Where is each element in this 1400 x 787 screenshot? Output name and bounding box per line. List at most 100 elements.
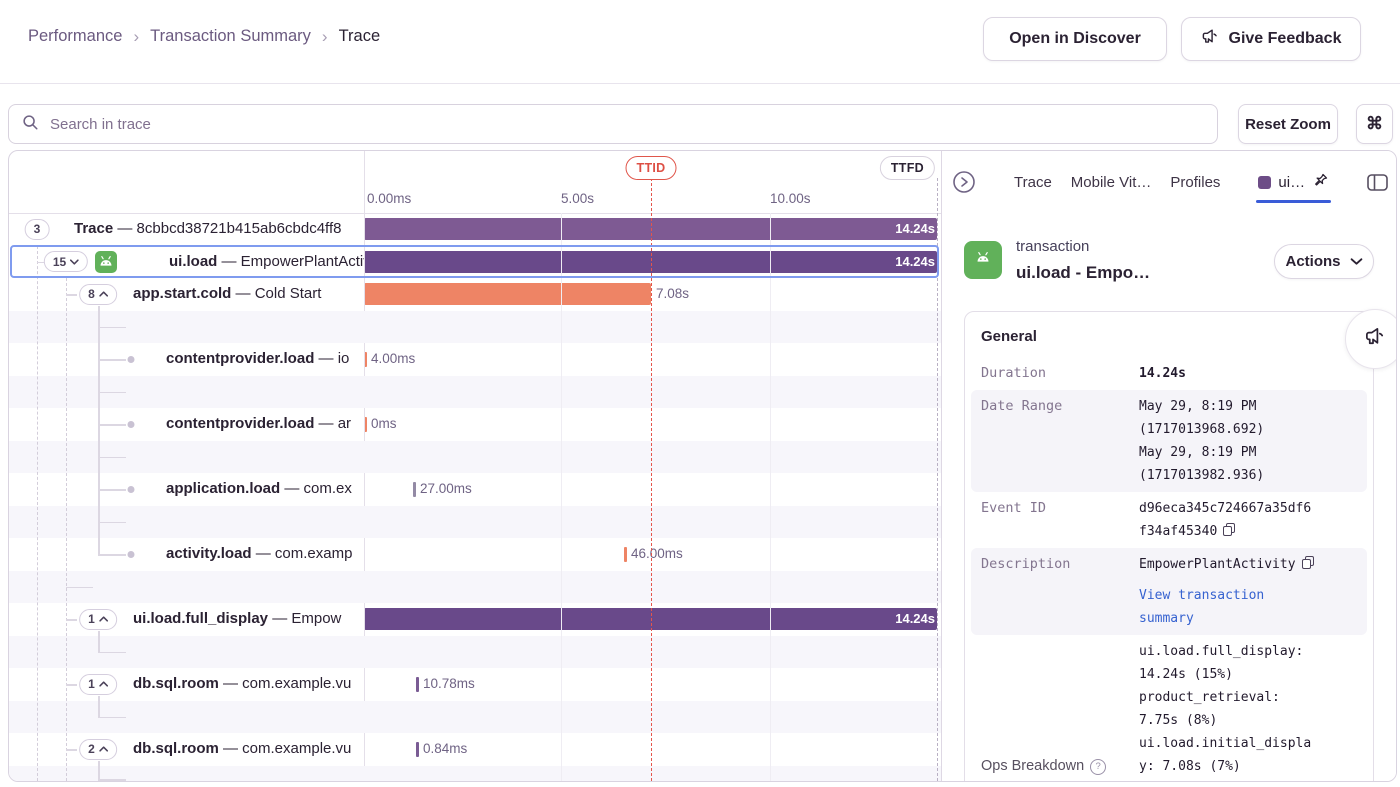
- detail-value: 14.24s: [1139, 366, 1186, 381]
- span-row-application.load[interactable]: application.load — com.ex 27.00ms: [9, 473, 941, 506]
- panel-tab-bar: Trace Mobile Vit… Profiles ui…: [952, 151, 1392, 213]
- span-name-cell: 3 Trace — 8cbbcd38721b415ab6cbdc4ff8: [9, 213, 364, 246]
- megaphone-icon: [1364, 325, 1387, 353]
- axis-tick-label: 10.00s: [770, 191, 811, 206]
- timeline-gridline: [770, 213, 771, 781]
- detail-row-event-id: Event ID d96eca345c724667a35df6 f34af45340: [971, 492, 1367, 548]
- timeline-gridline: [561, 213, 562, 781]
- span-tick: [416, 677, 419, 692]
- span-row-contentprovider.load[interactable]: contentprovider.load — ar 0ms: [9, 408, 941, 441]
- tree-guide-line: [66, 278, 67, 781]
- row-stripe: [9, 765, 941, 781]
- shortcut-command-button[interactable]: ⌘: [1356, 104, 1393, 144]
- tab-trace[interactable]: Trace: [1014, 173, 1052, 191]
- span-children-count-badge[interactable]: 8: [79, 283, 117, 305]
- span-name-cell: application.load — com.ex: [9, 473, 364, 506]
- detail-label: Date Range: [981, 398, 1063, 414]
- transaction-color-swatch: [1258, 175, 1272, 189]
- breadcrumb-performance[interactable]: Performance: [28, 27, 123, 45]
- breadcrumb-separator-icon: ›: [321, 27, 328, 46]
- span-label: contentprovider.load — ar: [166, 415, 352, 432]
- give-feedback-button[interactable]: Give Feedback: [1181, 17, 1361, 61]
- span-label: app.start.cold — Cold Start: [133, 285, 322, 302]
- help-icon[interactable]: [1090, 758, 1107, 775]
- span-name-cell: 1 ui.load.full_display — Empow: [9, 603, 364, 636]
- layout-left-icon[interactable]: [1367, 173, 1388, 191]
- ttid-marker-badge[interactable]: TTID: [625, 156, 677, 180]
- megaphone-icon: [1201, 27, 1220, 51]
- tree-connector: [66, 619, 77, 621]
- span-bar: [364, 250, 937, 273]
- tree-connector: [66, 586, 93, 589]
- transaction-title: ui.load - Empo…: [1016, 263, 1151, 282]
- tree-connector: [98, 391, 126, 394]
- span-children-count-badge[interactable]: 1: [79, 673, 117, 695]
- tree-connector: [98, 489, 126, 491]
- tab-mobile-vitals[interactable]: Mobile Vit…: [1070, 173, 1152, 191]
- span-duration-label: 4.00ms: [371, 351, 416, 366]
- row-stripe: [9, 440, 941, 473]
- tree-connector: [98, 651, 126, 654]
- span-label: ui.load — EmpowerPlantActivity: [169, 252, 364, 270]
- tab-ui-load-active[interactable]: ui…: [1256, 172, 1331, 203]
- general-card: General Duration 14.24s Date Range May 29, …: [964, 311, 1374, 781]
- span-details-panel: Trace Mobile Vit… Profiles ui… transacti…: [941, 151, 1396, 781]
- breadcrumb-transaction-summary[interactable]: Transaction Summary: [150, 27, 311, 45]
- span-row-Trace[interactable]: 3 Trace — 8cbbcd38721b415ab6cbdc4ff8 14.24…: [9, 213, 941, 246]
- row-stripe: [9, 700, 941, 733]
- span-duration-label: 14.24s: [895, 611, 935, 626]
- span-children-count-badge[interactable]: 3: [24, 218, 50, 240]
- tree-connector: [98, 554, 126, 556]
- row-stripe: [9, 505, 941, 538]
- span-tick: [364, 352, 367, 367]
- ttfd-marker-badge[interactable]: TTFD: [879, 156, 935, 180]
- span-row-contentprovider.load[interactable]: contentprovider.load — io 4.00ms: [9, 343, 941, 376]
- detail-value: EmpowerPlantActivity View transaction summ…: [1139, 553, 1357, 630]
- span-row-db.sql.room[interactable]: 1 db.sql.room — com.example.vu 10.78ms: [9, 668, 941, 701]
- span-label: application.load — com.ex: [166, 480, 352, 497]
- reset-zoom-button[interactable]: Reset Zoom: [1238, 104, 1338, 144]
- span-children-count-badge[interactable]: 1: [79, 608, 117, 630]
- tree-connector: [37, 261, 45, 264]
- tree-connector: [66, 294, 77, 296]
- detail-label: Event ID: [981, 500, 1047, 516]
- detail-value: d96eca345c724667a35df6 f34af45340: [1139, 501, 1312, 539]
- span-duration-label: 0.84ms: [423, 741, 468, 756]
- tree-connector: [98, 326, 126, 329]
- span-name-cell: 8 app.start.cold — Cold Start: [9, 278, 364, 311]
- collapse-panel-button[interactable]: [952, 170, 976, 194]
- trace-waterfall: 3 Trace — 8cbbcd38721b415ab6cbdc4ff8 14.24…: [8, 150, 1397, 782]
- span-children-count-badge[interactable]: 2: [79, 738, 117, 760]
- actions-label: Actions: [1285, 253, 1341, 270]
- pin-tab-icon[interactable]: [1312, 172, 1329, 193]
- tab-profiles[interactable]: Profiles: [1170, 173, 1221, 191]
- actions-button[interactable]: Actions: [1274, 244, 1374, 279]
- breadcrumb-trace: Trace: [338, 27, 381, 45]
- row-stripe: [9, 375, 941, 408]
- copy-icon[interactable]: [1301, 556, 1314, 569]
- feedback-float-button[interactable]: [1345, 309, 1396, 369]
- row-stripe: [9, 310, 941, 343]
- span-row-ui.load[interactable]: 15 ui.load — EmpowerPlantActivity 14.24s: [9, 246, 941, 279]
- span-connector-dot: [127, 356, 135, 363]
- view-transaction-summary-link[interactable]: View transaction: [1139, 588, 1265, 603]
- detail-value: ui.load.full_display: 14.24s (15%) product…: [1139, 644, 1312, 774]
- axis-tick-label: 5.00s: [561, 191, 595, 206]
- copy-icon[interactable]: [1223, 523, 1236, 536]
- general-heading: General: [981, 328, 1037, 345]
- view-transaction-summary-link[interactable]: summary: [1139, 611, 1194, 626]
- span-children-count-badge[interactable]: 15: [43, 251, 89, 272]
- span-row-activity.load[interactable]: activity.load — com.examp 46.00ms: [9, 538, 941, 571]
- search-input[interactable]: [48, 114, 1205, 134]
- span-row-ui.load.full_display[interactable]: 1 ui.load.full_display — Empow 14.24s: [9, 603, 941, 636]
- span-row-app.start.cold[interactable]: 8 app.start.cold — Cold Start 7.08s: [9, 278, 941, 311]
- span-name-cell: 15 ui.load — EmpowerPlantActivity: [9, 246, 364, 279]
- span-tick: [364, 417, 367, 432]
- span-row-db.sql.room[interactable]: 2 db.sql.room — com.example.vu 0.84ms: [9, 733, 941, 766]
- axis-tick-label: 0.00ms: [367, 191, 412, 206]
- open-in-discover-button[interactable]: Open in Discover: [983, 17, 1167, 61]
- span-tick: [413, 482, 416, 497]
- tree-connector: [98, 521, 126, 524]
- active-tab-label: ui…: [1278, 173, 1306, 191]
- tree-connector: [98, 359, 126, 361]
